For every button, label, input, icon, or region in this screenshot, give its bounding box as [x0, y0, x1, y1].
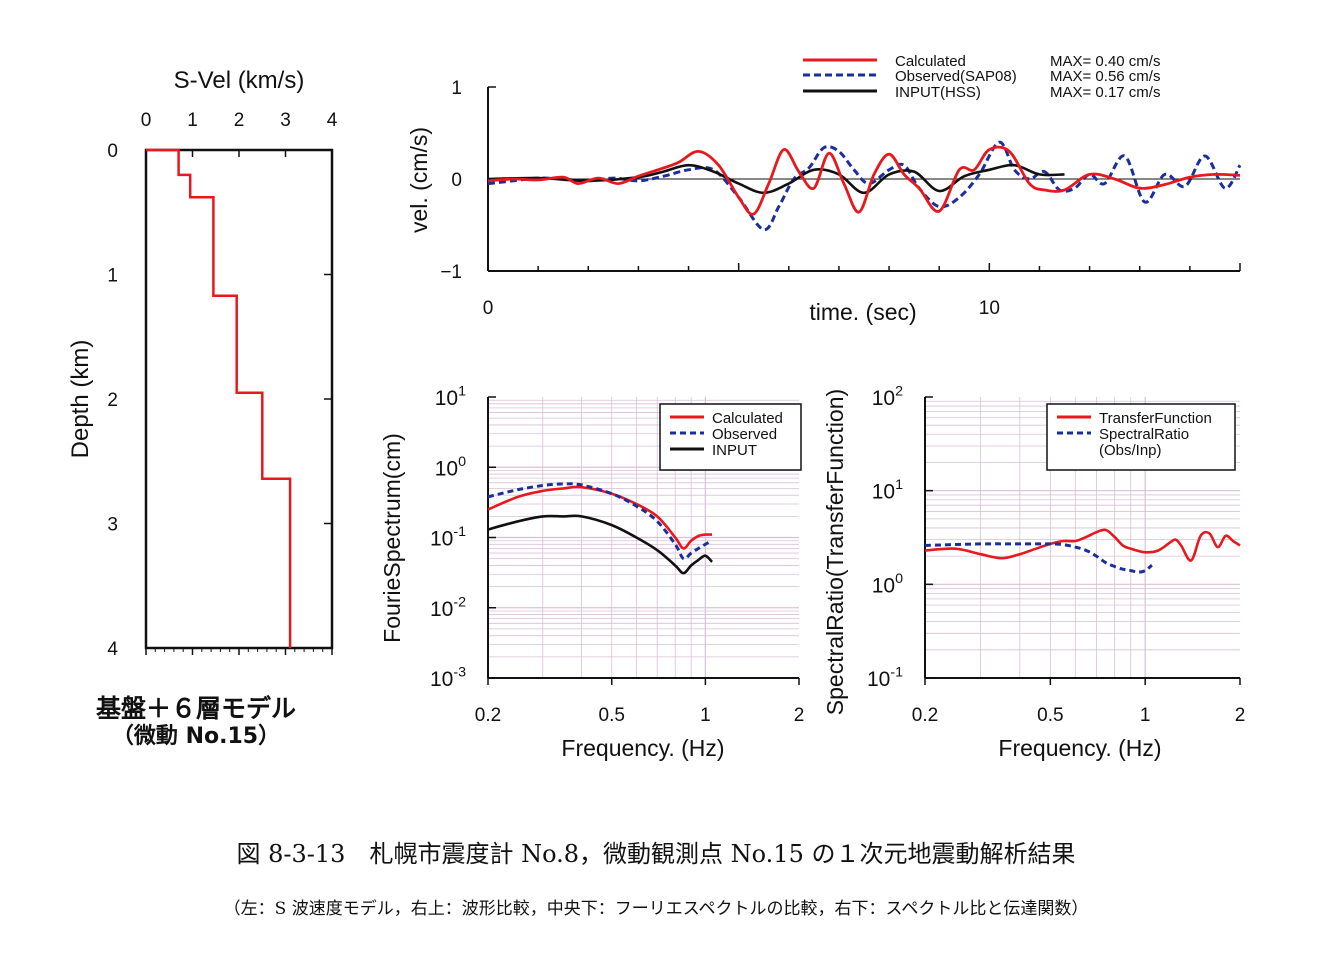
legend-label: Observed(SAP08) [895, 68, 1017, 85]
x-tick-label: 1 [1140, 705, 1151, 726]
y-tick-label: 10-3 [430, 665, 466, 691]
legend-box [659, 403, 802, 471]
x-tick-label: 2 [794, 705, 805, 726]
observed-spectrum-line [487, 482, 713, 561]
transfer-function-line [924, 528, 1241, 562]
x-tick-label: 0.2 [912, 705, 938, 726]
legend-label: SpectralRatio [1099, 426, 1189, 443]
legend-label: TransferFunction [1099, 410, 1212, 427]
x-tick-label: 0 [483, 298, 494, 319]
legend-box [1046, 403, 1236, 471]
y-tick-label: 10-1 [867, 665, 903, 691]
y-tick-label: 101 [435, 384, 466, 410]
y-tick-label: 102 [872, 384, 903, 410]
y-tick-label: −1 [440, 262, 462, 283]
chart-title: S-Vel (km/s) [174, 67, 305, 94]
y-tick-label: 100 [872, 571, 903, 597]
y-tick-label: 0 [107, 141, 118, 162]
legend-max-value: MAX= 0.17 cm/s [1050, 84, 1160, 101]
figure-caption: 図 8-3-13 札幌市震度計 No.8，微動観測点 No.15 の１次元地震動… [237, 840, 1076, 868]
spectral-ratio-line [924, 542, 1153, 574]
y-axis-label: FourieSpectrum(cm) [379, 433, 405, 643]
model-label: 基盤＋６層モデル [96, 694, 296, 723]
x-tick-label: 3 [280, 110, 291, 131]
x-tick-label: 1 [187, 110, 198, 131]
y-tick-label: 4 [107, 639, 118, 660]
model-sublabel: （微動 No.15） [112, 723, 280, 749]
legend-max-value: MAX= 0.56 cm/s [1050, 68, 1160, 85]
y-tick-label: 10-1 [430, 524, 466, 550]
y-tick-label: 0 [451, 170, 462, 191]
observed-waveform-line [487, 140, 1242, 232]
x-tick-label: 2 [1235, 705, 1246, 726]
y-axis-label: vel. (cm/s) [406, 127, 432, 233]
calculated-spectrum-line [487, 485, 713, 550]
legend-label: Calculated [895, 53, 966, 70]
x-tick-label: 2 [234, 110, 245, 131]
x-tick-label: 0 [141, 110, 152, 131]
x-tick-label: 0.2 [475, 705, 501, 726]
y-tick-label: 100 [435, 454, 466, 480]
y-tick-label: 3 [107, 515, 118, 536]
y-tick-label: 10-2 [430, 594, 466, 620]
figure-caption-note: （左：S 波速度モデル，右上：波形比較，中央下：フーリエスペクトルの比較，右下：… [224, 898, 1089, 919]
legend-label: INPUT(HSS) [895, 84, 981, 101]
velocity-model-panel: 0 1 2 3 4 0 1 2 3 4 S-Vel (km/s) Depth (km) [67, 67, 338, 660]
x-tick-label: 1 [700, 705, 711, 726]
fourier-spectrum-panel: 0.2 0.5 1 2 101 100 10-1 10-2 10-3 CalculatedObse… [379, 384, 804, 761]
calculated-waveform-line [487, 145, 1241, 216]
y-tick-label: 1 [451, 78, 462, 99]
y-tick-label: 1 [107, 266, 118, 287]
legend-label: Observed [712, 426, 777, 443]
legend-label: INPUT [712, 442, 757, 459]
plot-frame [144, 148, 334, 650]
spectral-ratio-panel: 0.2 0.5 1 210210110010-1TransferFunctionSpe… [822, 384, 1245, 761]
y-tick-label: 2 [107, 390, 118, 411]
velocity-profile-line [146, 148, 292, 648]
x-axis-label: Frequency. (Hz) [561, 735, 724, 761]
legend-label: (Obs/Inp) [1099, 442, 1162, 459]
y-axis-label: Depth (km) [67, 340, 94, 459]
input-waveform-line [487, 163, 1065, 195]
y-tick-label: 101 [872, 477, 903, 503]
legend-max-value: MAX= 0.40 cm/s [1050, 53, 1160, 70]
x-axis-label: Frequency. (Hz) [998, 735, 1161, 761]
legend-label: Calculated [712, 410, 783, 427]
x-tick-label: 4 [327, 110, 338, 131]
x-axis-label: time. (sec) [809, 299, 916, 325]
x-tick-label: 0.5 [1037, 705, 1063, 726]
x-tick-label: 0.5 [599, 705, 625, 726]
x-tick-label: 10 [979, 298, 1000, 319]
input-spectrum-line [487, 514, 713, 575]
y-axis-label: SpectralRatio(TransferFunction) [822, 389, 848, 715]
